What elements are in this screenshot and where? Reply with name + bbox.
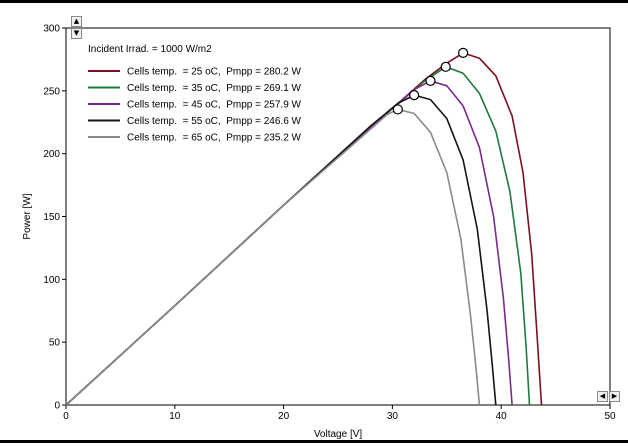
- mpp-marker-5: [392, 104, 403, 115]
- axis-ticks: 0 10 20 30 40 50 0 50 100 150 200 250 300: [43, 24, 616, 423]
- scroll-up-button[interactable]: ▲: [71, 16, 82, 27]
- legend-label-1: Cells temp. = 25 oC, Pmpp = 280.2 W: [127, 67, 302, 78]
- y-tick-label: 0: [54, 401, 60, 412]
- mpp-marker-1: [458, 47, 469, 58]
- y-tick-label: 150: [43, 212, 60, 223]
- top-rule: [0, 0, 628, 3]
- x-tick-label: 30: [387, 411, 399, 422]
- arrow-down-icon: ▼: [73, 29, 80, 37]
- x-axis-label: Voltage [V]: [314, 429, 363, 440]
- mpp-markers: [392, 47, 469, 115]
- mpp-marker-4: [409, 90, 420, 101]
- y-tick-label: 50: [49, 338, 61, 349]
- series-line-5: [65, 108, 481, 406]
- legend-label-3: Cells temp. = 45 oC, Pmpp = 257.9 W: [127, 100, 302, 111]
- arrow-left-icon: ◀: [599, 392, 606, 400]
- x-tick-label: 0: [63, 411, 69, 422]
- plot-area: [65, 27, 611, 406]
- scroll-down-button[interactable]: ▼: [71, 28, 82, 39]
- arrow-up-icon: ▲: [73, 17, 80, 25]
- legend-title: Incident Irrad. = 1000 W/m2: [88, 44, 212, 55]
- x-tick-label: 20: [278, 411, 290, 422]
- legend: Incident Irrad. = 1000 W/m2 Cells temp. =…: [88, 44, 302, 144]
- y-tick-label: 200: [43, 149, 60, 160]
- x-tick-label: 10: [169, 411, 181, 422]
- x-tick-label: 40: [496, 411, 508, 422]
- scroll-right-button[interactable]: ▶: [609, 391, 620, 402]
- y-tick-label: 300: [43, 24, 60, 35]
- bottom-rule: [0, 440, 628, 443]
- x-tick-label: 50: [604, 411, 616, 422]
- legend-label-4: Cells temp. = 55 oC, Pmpp = 246.6 W: [127, 116, 302, 127]
- legend-label-5: Cells temp. = 65 oC, Pmpp = 235.2 W: [127, 133, 302, 144]
- y-axis-label: Power [W]: [22, 193, 33, 239]
- scroll-left-button[interactable]: ◀: [597, 391, 608, 402]
- arrow-right-icon: ▶: [611, 392, 618, 400]
- y-tick-label: 250: [43, 86, 60, 97]
- mpp-marker-2: [440, 61, 451, 72]
- mpp-marker-3: [425, 75, 436, 87]
- legend-label-2: Cells temp. = 35 oC, Pmpp = 269.1 W: [127, 83, 302, 94]
- y-tick-label: 100: [43, 275, 60, 286]
- series-lines: [65, 52, 543, 406]
